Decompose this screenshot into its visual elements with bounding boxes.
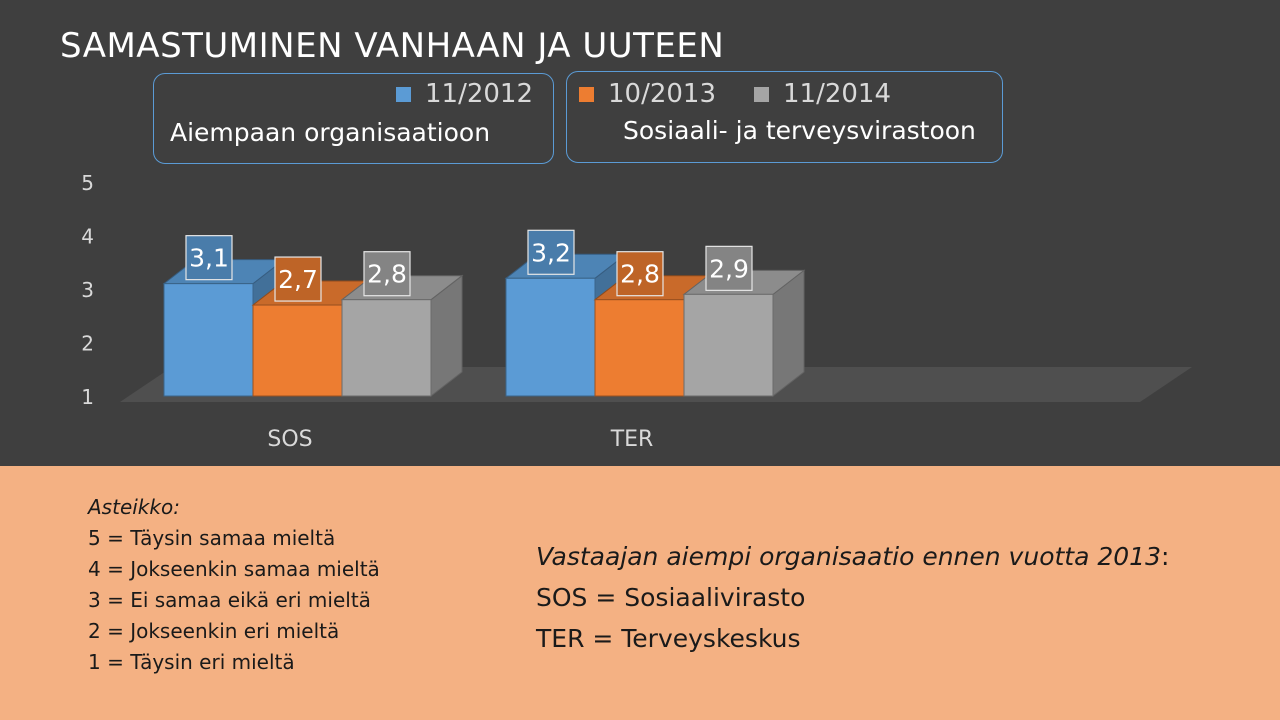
note-line-sos: SOS = Sosiaalivirasto [536, 583, 806, 612]
scale-item-2: 2 = Jokseenkin eri mieltä [88, 619, 340, 643]
bar-sos-10-2013 [252, 304, 343, 397]
bar-sos-11-2014 [341, 299, 432, 397]
data-label: 2,8 [367, 260, 407, 289]
page-title: SAMASTUMINEN VANHAAN JA UUTEEN [60, 26, 725, 66]
legend-group-left: Aiempaan organisaatioon [170, 118, 491, 147]
legend-label-2013: 10/2013 [608, 79, 717, 109]
y-tick-label: 5 [81, 171, 94, 195]
bar-chart: 1 2 3 4 5 3,1 2,7 2,8 3,2 2,8 2,9 SOS TER [81, 171, 1192, 452]
y-tick-label: 3 [81, 278, 94, 302]
scale-legend: Asteikko: 5 = Täysin samaa mieltä 4 = Jo… [88, 492, 380, 678]
data-label-box [705, 245, 753, 291]
bar-ter-11-2012 [505, 277, 596, 397]
category-label-sos: SOS [267, 427, 312, 452]
y-tick-label: 1 [81, 385, 94, 409]
scale-item-1: 1 = Täysin eri mieltä [88, 650, 295, 674]
scale-item-3: 3 = Ei samaa eikä eri mieltä [88, 588, 371, 612]
bar-ter-10-2013 [594, 299, 685, 397]
data-label: 3,2 [531, 238, 571, 267]
legend-entry-2012: 11/2012 [396, 79, 533, 109]
scale-item-5: 5 = Täysin samaa mieltä [88, 526, 336, 550]
data-label: 2,9 [709, 254, 749, 283]
legend-group-right: Sosiaali- ja terveysvirastoon [623, 116, 976, 145]
data-label: 2,7 [278, 265, 318, 294]
data-label-box [185, 235, 233, 281]
legend-entry-2013: 10/2013 [579, 79, 716, 109]
note-heading: Vastaajan aiempi organisaatio ennen vuot… [536, 542, 1170, 571]
y-tick-label: 2 [81, 332, 94, 356]
legend-box-right [566, 71, 1003, 163]
note-line-ter: TER = Terveyskeskus [536, 624, 801, 653]
legend-swatch-2014 [754, 86, 769, 102]
data-label: 3,1 [189, 244, 229, 273]
data-label: 2,8 [620, 260, 660, 289]
scale-item-4: 4 = Jokseenkin samaa mieltä [88, 557, 380, 581]
bar-ter-11-2014 [683, 293, 774, 397]
data-label-box [616, 251, 664, 297]
y-tick-label: 4 [81, 225, 94, 249]
category-label-ter: TER [610, 427, 654, 452]
data-label-box [274, 256, 322, 302]
legend-swatch-2013 [579, 86, 594, 102]
scale-heading: Asteikko: [88, 495, 180, 519]
legend-entry-2014: 11/2014 [754, 79, 891, 109]
bar-sos-11-2012 [163, 283, 254, 397]
legend-label-2014: 11/2014 [783, 79, 892, 109]
legend-box-left [153, 73, 554, 164]
data-label-box [363, 251, 411, 297]
organisation-note: Vastaajan aiempi organisaatio ennen vuot… [536, 536, 1169, 659]
legend-label-2012: 11/2012 [425, 79, 534, 109]
legend-swatch-2012 [396, 86, 411, 102]
data-label-box [527, 229, 575, 275]
